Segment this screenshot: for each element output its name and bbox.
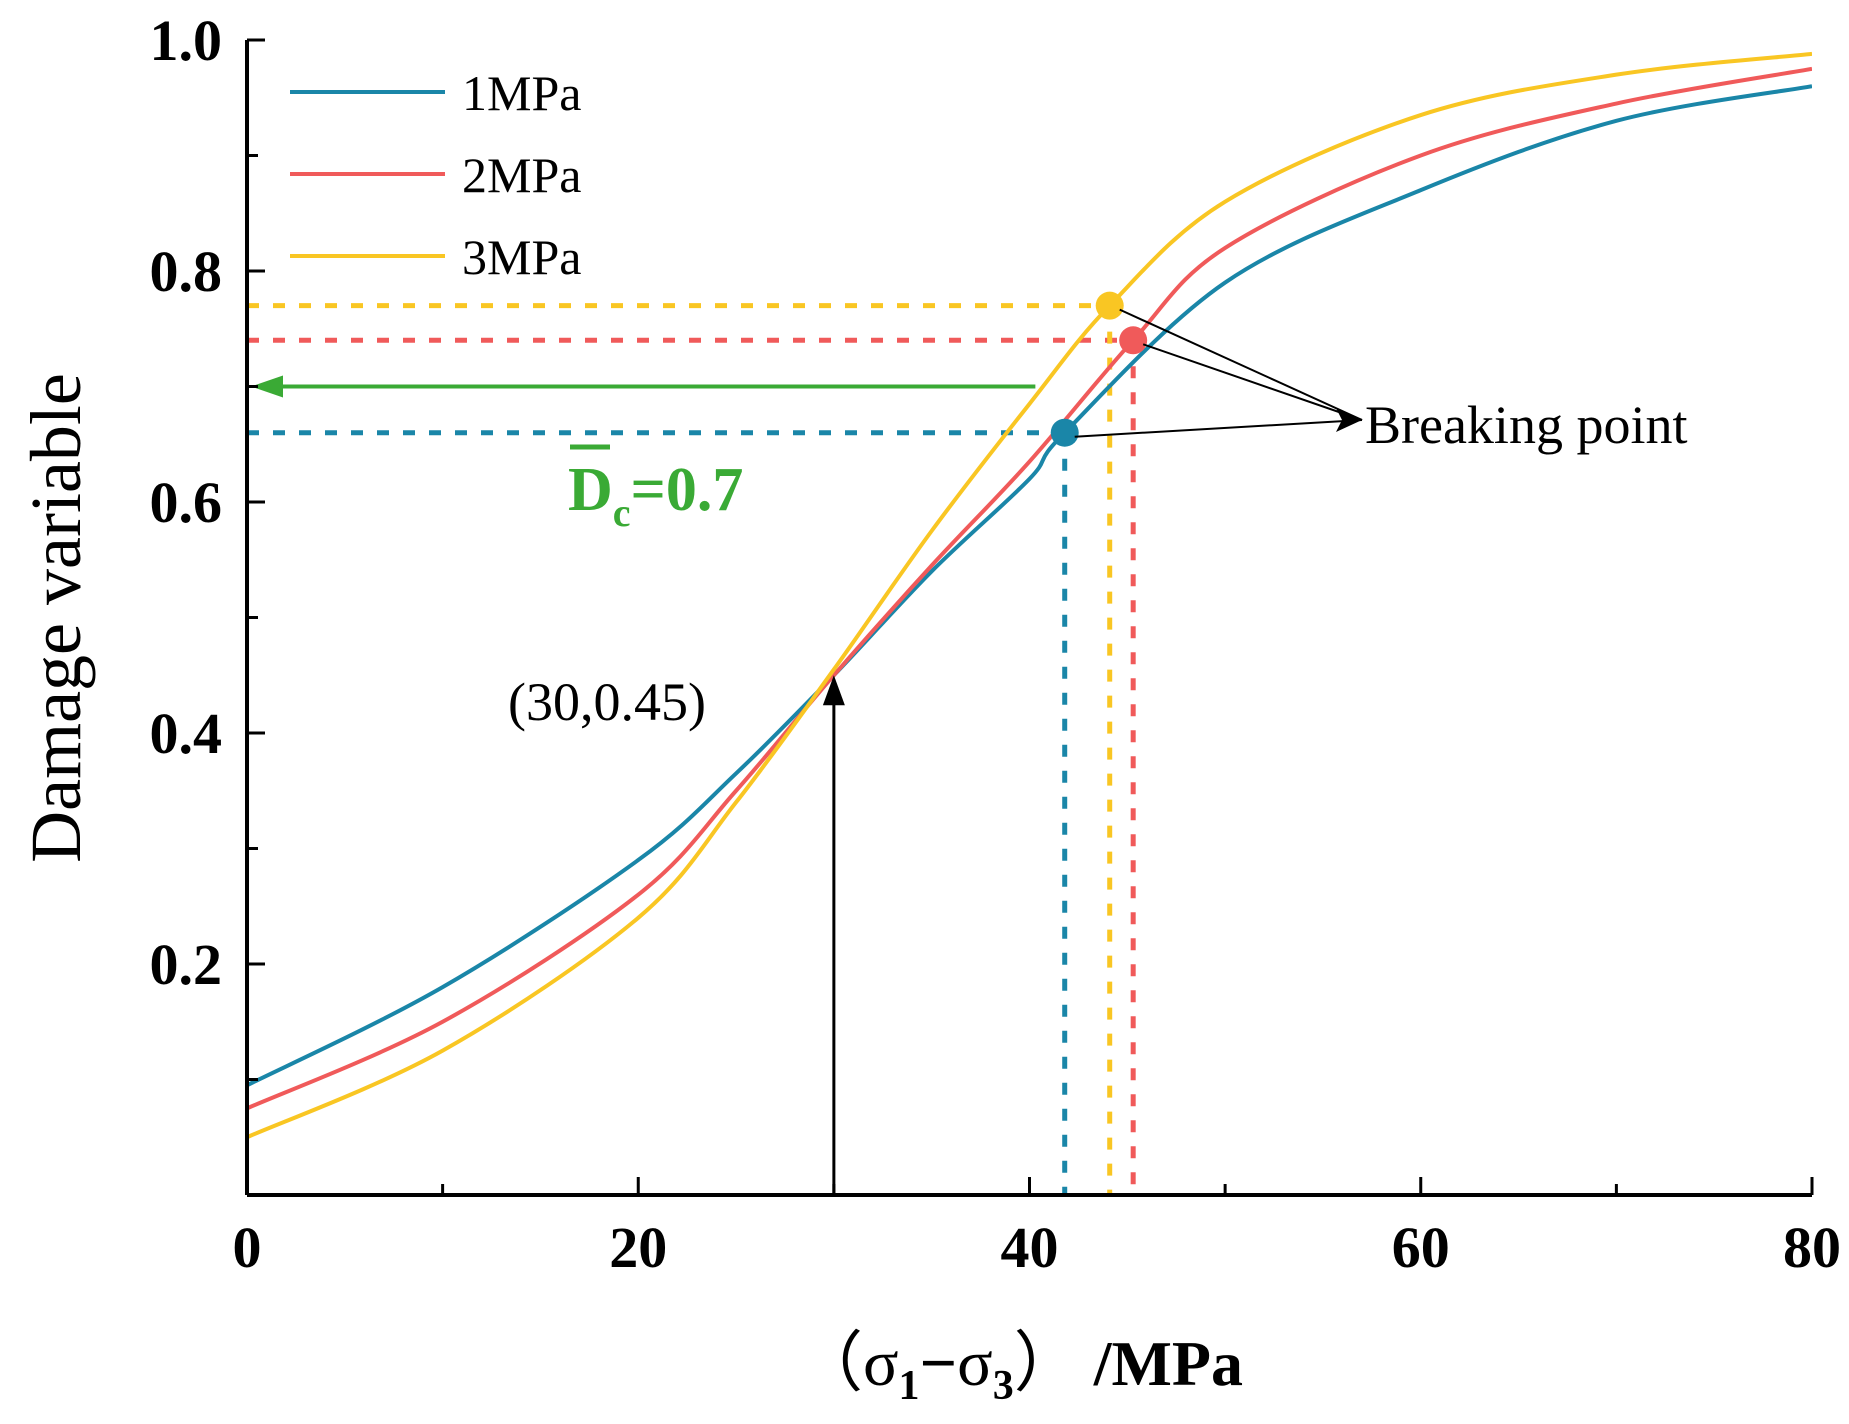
x-title-close: ） — [1014, 1327, 1080, 1400]
x-title-minus: − — [920, 1327, 958, 1400]
x-title-sigma-b: σ — [957, 1327, 993, 1400]
x-tick-label: 60 — [1392, 1215, 1450, 1280]
dc-text: Dc=0.7 — [568, 456, 743, 535]
breaking-point-marker-3mpa — [1095, 291, 1124, 320]
ticks — [247, 38, 1814, 1195]
y-tick-label: 1.0 — [150, 8, 223, 73]
breaking-leader-1mpa — [1074, 419, 1363, 438]
x-tick-label: 80 — [1783, 1215, 1841, 1280]
x-tick-label: 40 — [1001, 1215, 1059, 1280]
series-layer — [247, 51, 1812, 1140]
x-title-open: （ — [797, 1327, 863, 1400]
dc-label: Dc=0.7 — [568, 444, 743, 535]
y-axis-title: Damage variable — [16, 373, 96, 863]
breaking-points-layer — [1050, 291, 1148, 447]
axes — [245, 40, 1812, 1197]
legend-label-2mpa: 2MPa — [462, 147, 581, 203]
breaking-leader-2mpa — [1142, 343, 1363, 421]
y-tick-label: 0.8 — [150, 239, 223, 304]
annotations-layer — [251, 308, 1363, 1195]
breaking-leader-3mpa — [1119, 308, 1363, 421]
x-tick-label: 20 — [609, 1215, 667, 1280]
x-title-sub-a: 1 — [899, 1363, 920, 1409]
y-tick-label: 0.2 — [150, 932, 223, 997]
dc-value: =0.7 — [631, 456, 744, 524]
legend: 1MPa 2MPa 3MPa — [290, 65, 581, 285]
guide-lines — [247, 303, 1136, 1195]
x-title-sub-b: 3 — [993, 1363, 1014, 1409]
dc-subscript: c — [613, 490, 631, 535]
x-tick-label: 0 — [233, 1215, 262, 1280]
x-axis-title: （σ1−σ3）/MPa — [797, 1327, 1243, 1409]
intersection-label: (30,0.45) — [508, 672, 706, 732]
series-line-1mpa — [247, 84, 1812, 1088]
x-title-unit: /MPa — [1093, 1328, 1243, 1399]
dc-symbol: D — [568, 456, 613, 524]
dc-arrowhead — [251, 375, 283, 398]
x-title-sigma-a: σ — [863, 1327, 899, 1400]
breaking-point-marker-2mpa — [1119, 326, 1148, 355]
breaking-leader-arrowhead — [1336, 408, 1362, 432]
legend-label-1mpa: 1MPa — [462, 65, 581, 121]
legend-label-3mpa: 3MPa — [462, 229, 581, 285]
breaking-point-label: Breaking point — [1365, 395, 1687, 455]
y-tick-label: 0.6 — [150, 470, 223, 535]
tick-labels: 0 20 40 60 80 0.2 0.4 0.6 0.8 1.0 — [150, 8, 1842, 1280]
y-tick-label: 0.4 — [150, 701, 223, 766]
intersection-arrowhead — [822, 675, 845, 706]
breaking-point-marker-1mpa — [1050, 418, 1079, 447]
series-line-2mpa — [247, 66, 1812, 1111]
series-line-3mpa — [247, 51, 1812, 1140]
